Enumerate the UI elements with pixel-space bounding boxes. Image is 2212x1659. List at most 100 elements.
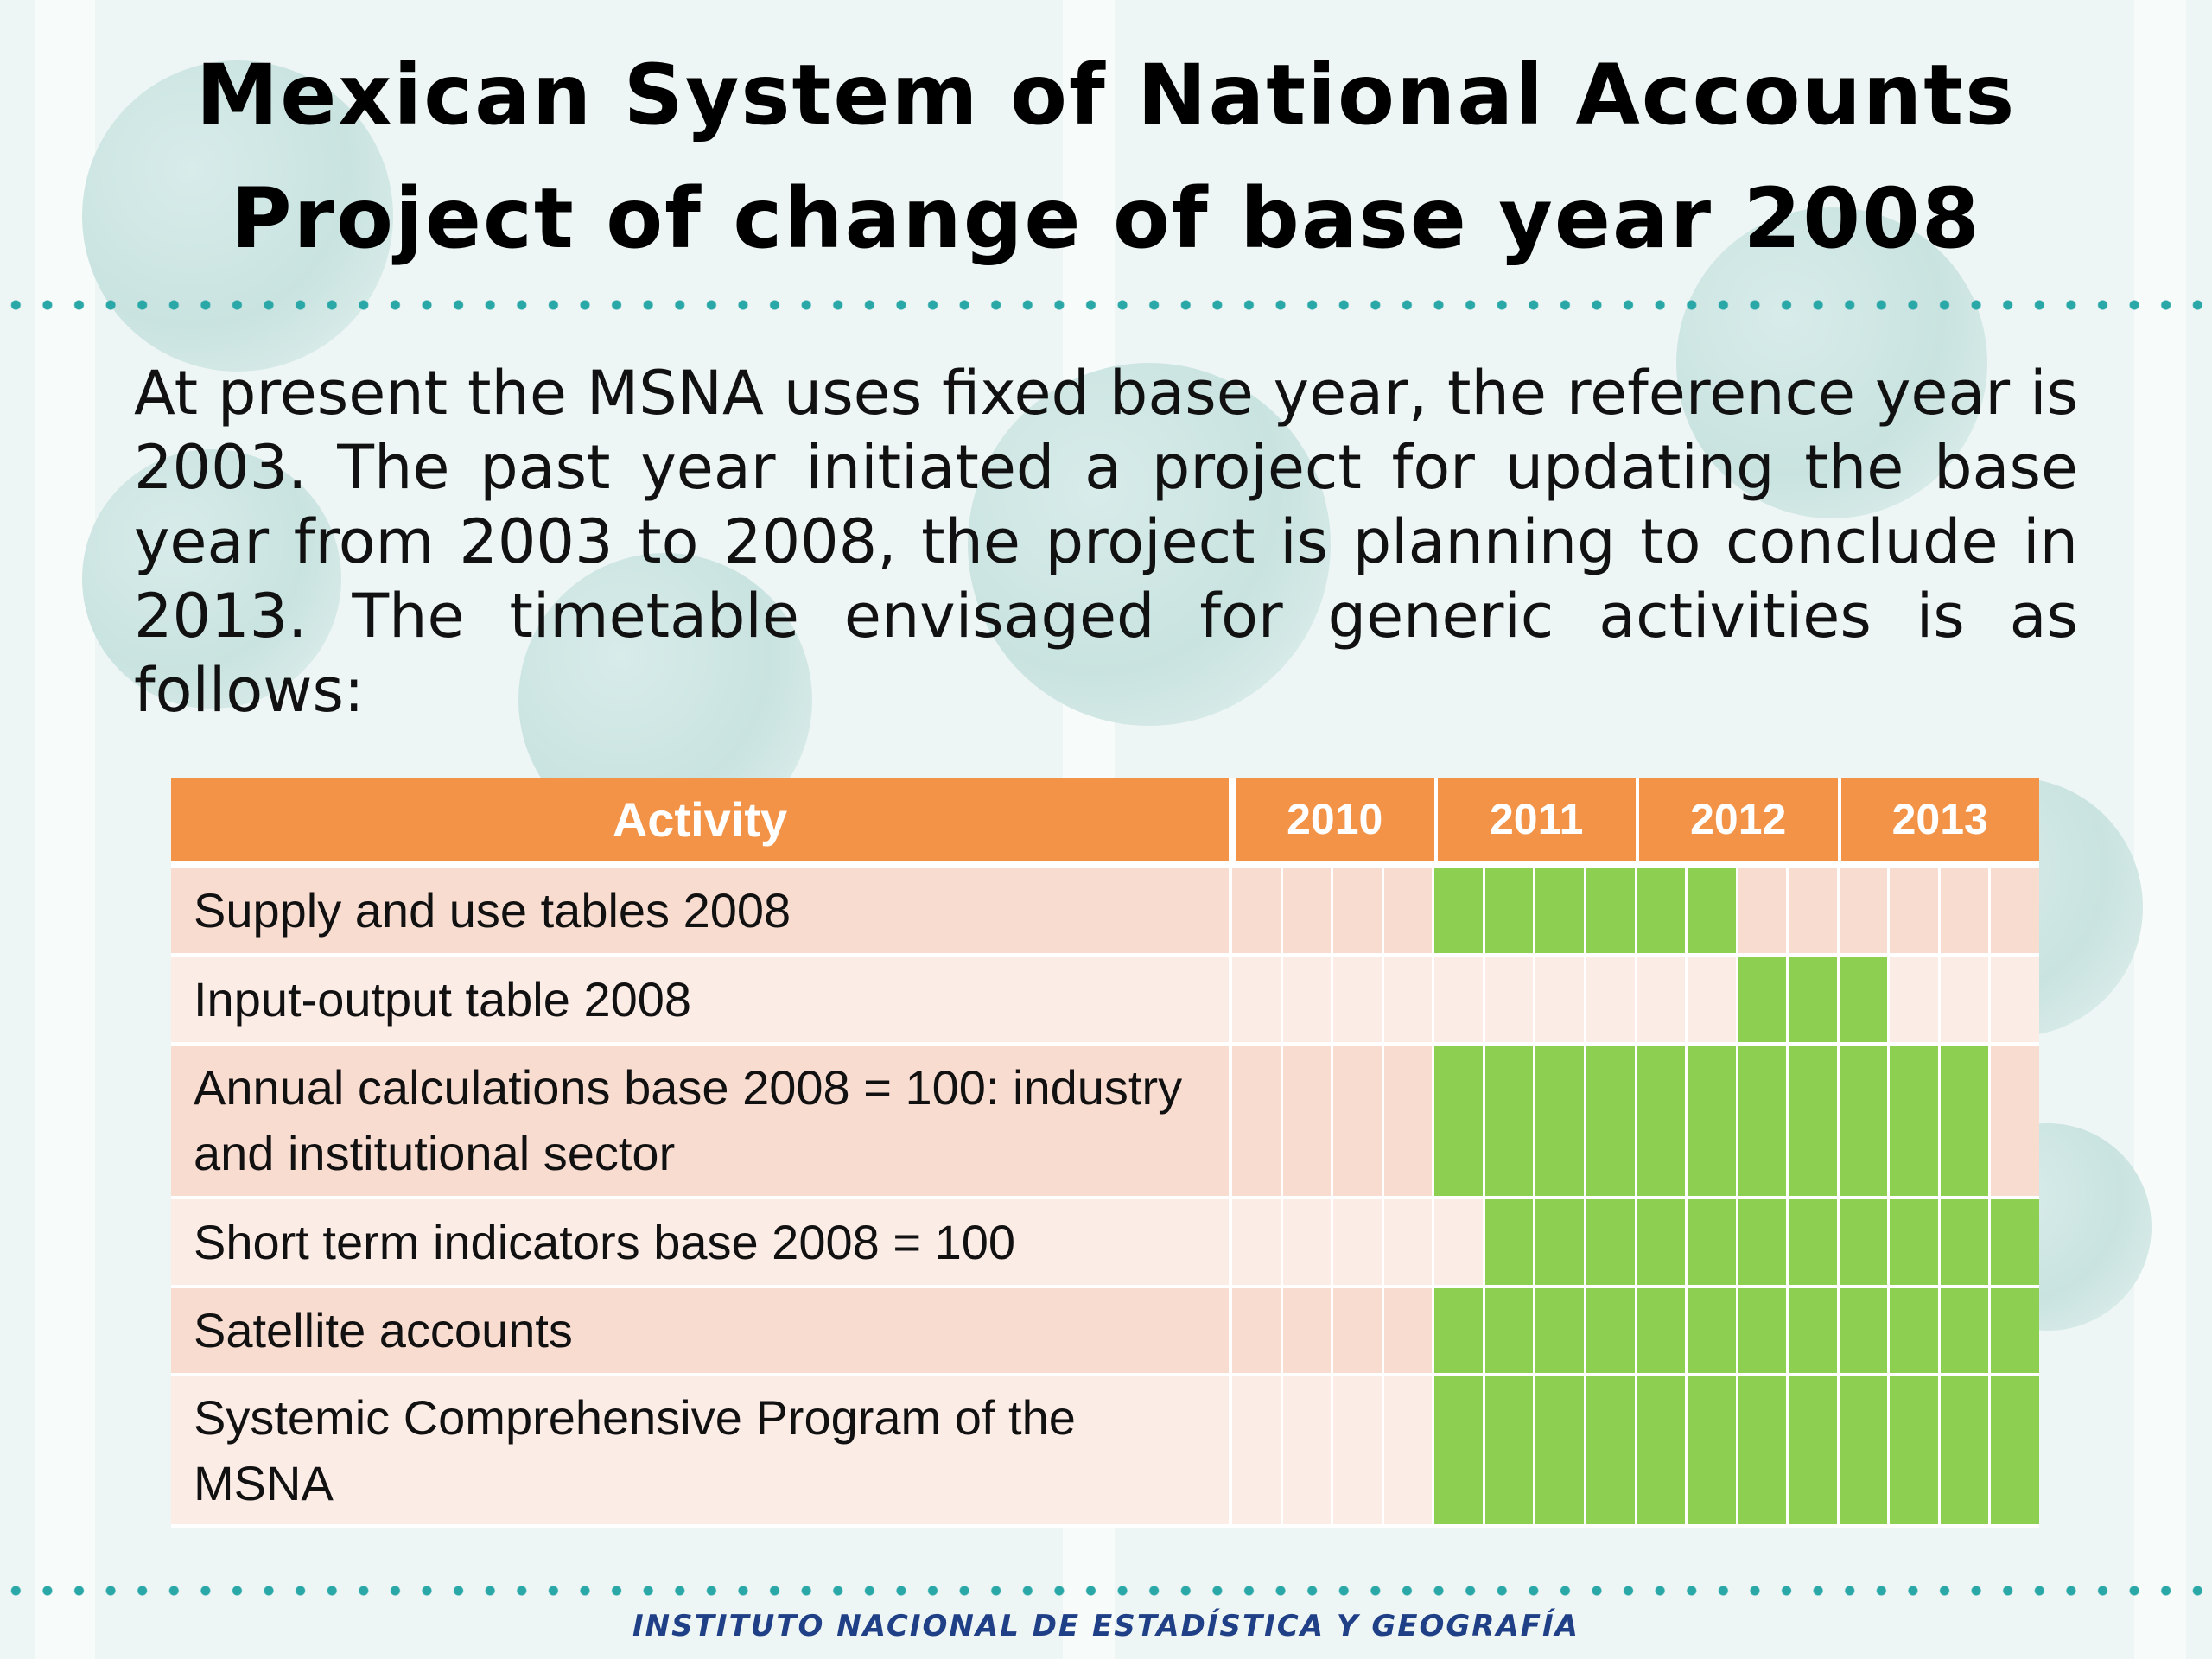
timeline-cell bbox=[1384, 1199, 1435, 1285]
bg-stripe bbox=[35, 0, 95, 1659]
timeline-cell bbox=[1789, 868, 1840, 953]
timeline-cell bbox=[1738, 868, 1789, 953]
timeline-cells bbox=[1232, 1199, 2039, 1285]
year-header: 2010 bbox=[1232, 778, 1434, 861]
timetable-header: Activity 2010 2011 2012 2013 bbox=[171, 778, 2039, 861]
timetable-body: Supply and use tables 2008 Input-output t… bbox=[171, 868, 2039, 1528]
timeline-cells bbox=[1232, 957, 2039, 1042]
timetable-row: Input-output table 2008 bbox=[171, 957, 2039, 1046]
activity-label: Systemic Comprehensive Program of the MS… bbox=[171, 1376, 1232, 1524]
timeline-cell-active bbox=[1586, 1199, 1637, 1285]
timeline-cell-active bbox=[1637, 868, 1688, 953]
timeline-cell-active bbox=[1890, 1376, 1941, 1524]
timeline-cell bbox=[1586, 957, 1637, 1042]
timeline-cell bbox=[1890, 957, 1941, 1042]
timeline-cell bbox=[1384, 957, 1435, 1042]
timeline-cell-active bbox=[1535, 1046, 1586, 1196]
institution-footer: INSTITUTO NACIONAL DE ESTADÍSTICA Y GEOG… bbox=[632, 1609, 1580, 1643]
divider-bottom bbox=[0, 1585, 2212, 1597]
timeline-cell-active bbox=[1789, 1046, 1840, 1196]
timeline-cell-active bbox=[1839, 1376, 1891, 1524]
timeline-cell bbox=[1991, 1046, 2039, 1196]
timeline-cell-active bbox=[1991, 1199, 2039, 1285]
timeline-cell bbox=[1333, 1376, 1384, 1524]
timeline-cell bbox=[1232, 1376, 1283, 1524]
timetable-row: Satellite accounts bbox=[171, 1288, 2039, 1376]
timetable: Activity 2010 2011 2012 2013 Supply and … bbox=[171, 778, 2039, 1528]
activity-label: Supply and use tables 2008 bbox=[171, 868, 1232, 953]
timeline-cell bbox=[1283, 1376, 1334, 1524]
timeline-cell bbox=[1941, 868, 1992, 953]
timeline-cell-active bbox=[1991, 1288, 2039, 1373]
timeline-cell-active bbox=[1434, 868, 1485, 953]
timeline-cell-active bbox=[1484, 1376, 1536, 1524]
header-gap bbox=[171, 861, 2039, 868]
timeline-cell-active bbox=[1484, 1046, 1536, 1196]
timeline-cell bbox=[1232, 1046, 1283, 1196]
timeline-cell bbox=[1232, 1288, 1283, 1373]
timeline-cell bbox=[1688, 957, 1738, 1042]
timeline-cell-active bbox=[1688, 1046, 1738, 1196]
activity-label: Satellite accounts bbox=[171, 1288, 1232, 1373]
divider-top bbox=[0, 299, 2212, 311]
timeline-cell-active bbox=[1688, 1288, 1738, 1373]
timeline-cell bbox=[1333, 957, 1384, 1042]
bg-bubble bbox=[1676, 207, 1987, 518]
timeline-cell-active bbox=[1738, 1288, 1789, 1373]
timeline-cell bbox=[1637, 957, 1688, 1042]
timeline-cell bbox=[1283, 1046, 1334, 1196]
timeline-cell-active bbox=[1535, 868, 1586, 953]
timeline-cell bbox=[1991, 957, 2039, 1042]
timeline-cell-active bbox=[1890, 1199, 1941, 1285]
timeline-cell bbox=[1535, 957, 1586, 1042]
timeline-cell bbox=[1333, 1288, 1384, 1373]
timeline-cell bbox=[1283, 868, 1334, 953]
timeline-cell-active bbox=[1738, 1376, 1789, 1524]
timeline-cell bbox=[1283, 957, 1334, 1042]
activity-label: Annual calculations base 2008 = 100: ind… bbox=[171, 1046, 1232, 1196]
timeline-cell-active bbox=[1688, 1199, 1738, 1285]
timeline-cell-active bbox=[1789, 957, 1840, 1042]
timeline-cell-active bbox=[1637, 1046, 1688, 1196]
year-header: 2013 bbox=[1837, 778, 2040, 861]
timetable-row: Annual calculations base 2008 = 100: ind… bbox=[171, 1046, 2039, 1199]
timeline-cell bbox=[1283, 1288, 1334, 1373]
timeline-cell bbox=[1434, 957, 1485, 1042]
timeline-cell-active bbox=[1940, 1288, 1992, 1373]
timeline-cells bbox=[1232, 1376, 2039, 1524]
timetable-row: Short term indicators base 2008 = 100 bbox=[171, 1199, 2039, 1288]
timeline-cell bbox=[1232, 1199, 1283, 1285]
timeline-cell-active bbox=[1839, 1046, 1891, 1196]
timeline-cell bbox=[1890, 868, 1941, 953]
timeline-cell-active bbox=[1535, 1288, 1586, 1373]
timeline-cells bbox=[1232, 868, 2039, 953]
timeline-cell bbox=[1333, 1046, 1384, 1196]
timeline-cell bbox=[1232, 957, 1283, 1042]
timeline-cell bbox=[1283, 1199, 1334, 1285]
timeline-cell-active bbox=[1890, 1288, 1941, 1373]
timeline-cell-active bbox=[1535, 1199, 1586, 1285]
timeline-cell-active bbox=[1738, 1199, 1789, 1285]
title-line-1: Mexican System of National Accounts bbox=[195, 47, 2017, 143]
timeline-cell-active bbox=[1738, 957, 1789, 1042]
timeline-cell bbox=[1991, 868, 2039, 953]
timeline-cell-active bbox=[1839, 957, 1891, 1042]
timeline-cell-active bbox=[1586, 1288, 1637, 1373]
title-line-2: Project of change of base year 2008 bbox=[231, 170, 1981, 267]
timeline-cell-active bbox=[1586, 1046, 1637, 1196]
timeline-cell-active bbox=[1890, 1046, 1941, 1196]
timeline-cell bbox=[1384, 868, 1435, 953]
timetable-row: Systemic Comprehensive Program of the MS… bbox=[171, 1376, 2039, 1528]
timeline-cell-active bbox=[1940, 1376, 1992, 1524]
timeline-cell-active bbox=[1637, 1376, 1688, 1524]
timeline-cell-active bbox=[1738, 1046, 1789, 1196]
intro-paragraph: At present the MSNA uses fixed base year… bbox=[134, 358, 2078, 726]
activity-header: Activity bbox=[171, 778, 1232, 861]
timeline-cell-active bbox=[1688, 1376, 1738, 1524]
bg-bubble bbox=[968, 363, 1331, 726]
timeline-cell-active bbox=[1434, 1046, 1485, 1196]
timeline-cell-active bbox=[1434, 1376, 1485, 1524]
timeline-cell-active bbox=[1940, 1199, 1992, 1285]
timeline-cell-active bbox=[1586, 868, 1637, 953]
timeline-cell-active bbox=[1484, 868, 1536, 953]
